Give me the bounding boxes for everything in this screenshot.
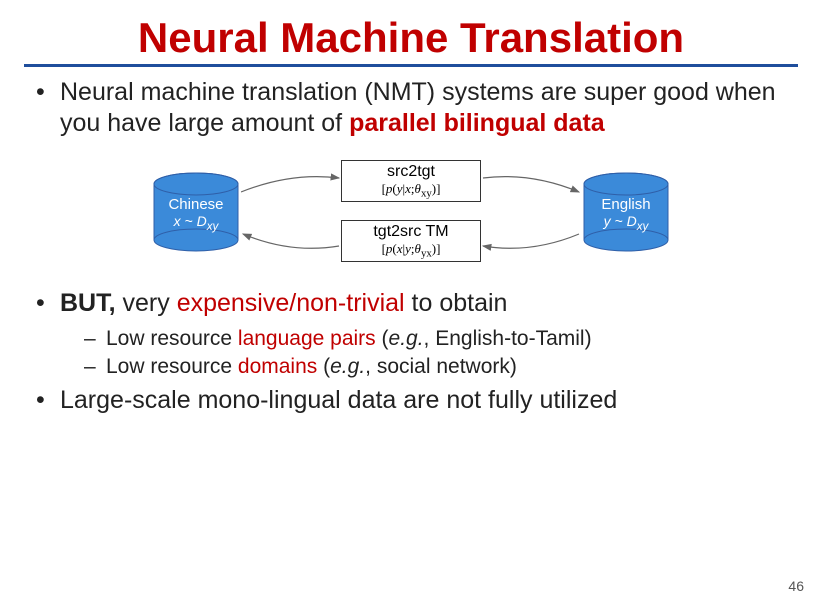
bullet-3: Large-scale mono-lingual data are not fu… [36, 385, 786, 416]
english-dist: y ~ Dxy [581, 213, 671, 233]
arrow-cn-to-src2tgt [241, 170, 341, 200]
english-sub: xy [637, 220, 649, 233]
sub1-highlight: language pairs [238, 327, 376, 350]
bullet2-highlight: expensive/non-trivial [177, 289, 405, 317]
src2tgt-box: src2tgt [p(y|x;θxy)] [341, 160, 481, 203]
chinese-label: Chinese x ~ Dxy [151, 196, 241, 233]
english-y: y [604, 213, 611, 229]
g-sub: yx [421, 247, 432, 259]
g-close: )] [432, 241, 441, 256]
english-label: English y ~ Dxy [581, 196, 671, 233]
english-text: English [581, 196, 671, 213]
sub-bullet-1: Low resource language pairs (e.g., Engli… [84, 327, 786, 351]
sub2-close: , social network) [365, 355, 517, 378]
chinese-text: Chinese [151, 196, 241, 213]
bullet2-mid: very [116, 289, 177, 317]
sub1-close: , English-to-Tamil) [424, 327, 592, 350]
sub2-open: ( [317, 355, 330, 378]
bullet-2: BUT, very expensive/non-trivial to obtai… [36, 288, 786, 319]
chinese-D: ~ D [181, 213, 207, 229]
slide-title: Neural Machine Translation [0, 14, 822, 62]
src2tgt-label: src2tgt [342, 163, 480, 181]
bullet-1: Neural machine translation (NMT) systems… [36, 77, 786, 140]
sub1-pre: Low resource [106, 327, 238, 350]
bullet2-pre: BUT, [60, 289, 116, 317]
slide-content: Neural machine translation (NMT) systems… [0, 77, 822, 416]
sub1-eg: e.g. [389, 327, 424, 350]
english-D: ~ D [611, 213, 637, 229]
arrow-tgt2src-to-cn [241, 228, 341, 258]
sub2-highlight: domains [238, 355, 317, 378]
bullet2-post: to obtain [405, 289, 508, 317]
sub-bullet-2: Low resource domains (e.g., social netwo… [84, 355, 786, 379]
chinese-dist: x ~ Dxy [151, 213, 241, 233]
title-underline [24, 64, 798, 67]
src2tgt-formula: [p(y|x;θxy)] [342, 181, 480, 200]
sub1-open: ( [376, 327, 389, 350]
f-sub: xy [421, 187, 432, 199]
tgt2src-box: tgt2src TM [p(x|y;θyx)] [341, 220, 481, 263]
chinese-cylinder: Chinese x ~ Dxy [151, 172, 241, 252]
bullet1-highlight: parallel bilingual data [349, 109, 605, 137]
english-cylinder: English y ~ Dxy [581, 172, 671, 252]
chinese-x: x [174, 213, 181, 229]
f-close: )] [432, 181, 441, 196]
sub2-eg: e.g. [330, 355, 365, 378]
page-number: 46 [788, 578, 804, 594]
sub2-pre: Low resource [106, 355, 238, 378]
arrow-src2tgt-to-en [481, 170, 581, 200]
nmt-diagram: Chinese x ~ Dxy English y ~ Dxy [151, 148, 671, 278]
arrow-en-to-tgt2src [481, 228, 581, 258]
tgt2src-label: tgt2src TM [342, 223, 480, 241]
tgt2src-formula: [p(x|y;θyx)] [342, 241, 480, 260]
chinese-sub: xy [207, 220, 219, 233]
